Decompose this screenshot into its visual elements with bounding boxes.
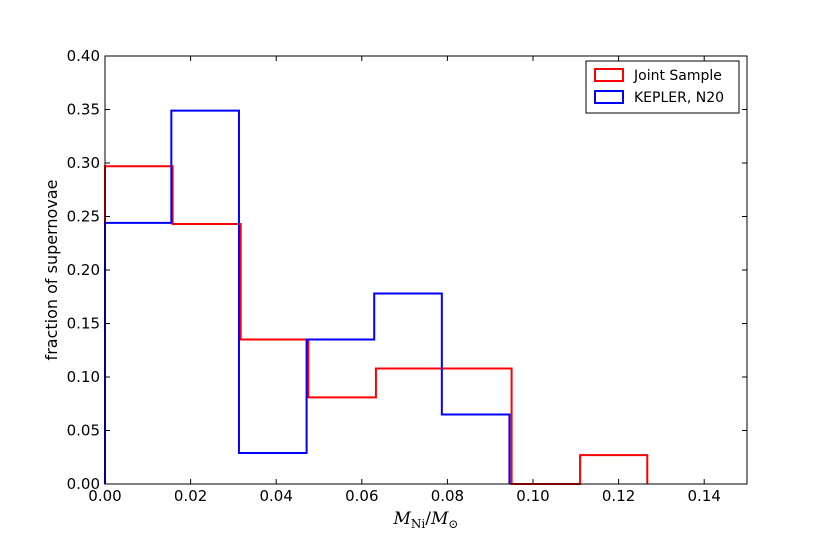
x-tick-label: 0.04 xyxy=(259,487,292,505)
y-tick-label: 0.35 xyxy=(67,101,100,119)
bin-kepler-n20-1 xyxy=(171,111,239,484)
y-tick-label: 0.20 xyxy=(67,261,100,279)
y-tick-label: 0.15 xyxy=(67,315,100,333)
y-tick-label: 0.40 xyxy=(67,47,100,65)
y-tick-label: 0.00 xyxy=(67,475,100,493)
y-tick-label: 0.05 xyxy=(67,422,100,440)
y-tick-label: 0.30 xyxy=(67,154,100,172)
legend-label-kepler-n20: KEPLER, N20 xyxy=(634,90,724,106)
bin-joint-sample-4 xyxy=(376,368,444,484)
bin-kepler-n20-2 xyxy=(239,453,307,484)
bin-joint-sample-1 xyxy=(173,224,241,484)
x-tick-label: 0.14 xyxy=(687,487,720,505)
x-tick-label: 0.02 xyxy=(174,487,207,505)
legend-label-joint-sample: Joint Sample xyxy=(633,68,722,84)
x-tick-label: 0.00 xyxy=(88,487,121,505)
legend-swatch-kepler-n20 xyxy=(594,90,624,104)
legend-swatch-joint-sample xyxy=(594,68,624,82)
y-tick-label: 0.10 xyxy=(67,368,100,386)
plot-frame xyxy=(104,55,748,485)
axes: 0.00 0.02 0.04 0.06 0.08 0.10 0.12 0.14 0.00 0.05… xyxy=(67,47,748,505)
bin-joint-sample-0 xyxy=(105,166,173,484)
bin-joint-sample-2 xyxy=(241,340,309,484)
x-tick-label: 0.08 xyxy=(431,487,464,505)
series-step-joint-sample xyxy=(104,165,649,485)
x-tick-label: 0.12 xyxy=(602,487,635,505)
y-tick-label: 0.25 xyxy=(67,208,100,226)
bin-kepler-n20-0 xyxy=(105,223,171,484)
bin-kepler-n20-5 xyxy=(442,414,510,484)
bin-joint-sample-7 xyxy=(580,455,647,484)
y-axis-label: fraction of supernovae xyxy=(42,180,61,361)
plot-area xyxy=(104,109,649,485)
series-step-kepler-n20 xyxy=(104,109,511,484)
bin-joint-sample-3 xyxy=(308,397,376,484)
bin-kepler-n20-4 xyxy=(374,294,442,484)
bin-joint-sample-5 xyxy=(444,368,512,484)
bin-kepler-n20-3 xyxy=(307,340,375,484)
legend: Joint Sample KEPLER, N20 xyxy=(585,60,740,114)
x-tick-label: 0.06 xyxy=(345,487,378,505)
x-tick-label: 0.10 xyxy=(516,487,549,505)
x-axis-label: MNi/M⊙ xyxy=(393,509,459,531)
